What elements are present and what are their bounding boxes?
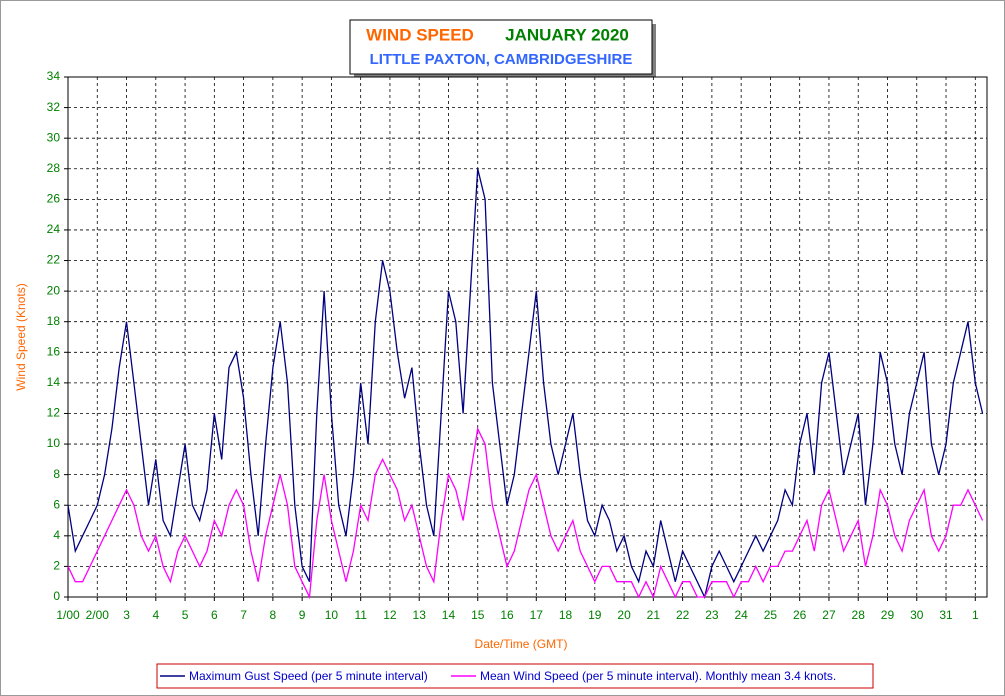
- x-tick-label: 26: [793, 608, 807, 622]
- x-tick-label: 12: [383, 608, 397, 622]
- x-axis-label: Date/Time (GMT): [475, 637, 568, 651]
- legend-label: Mean Wind Speed (per 5 minute interval).…: [480, 669, 836, 683]
- x-tick-label: 18: [559, 608, 573, 622]
- x-tick-label: 24: [734, 608, 748, 622]
- title-box: [349, 19, 653, 75]
- y-tick-label: 12: [47, 406, 61, 420]
- chart-title: WIND SPEED: [366, 25, 474, 44]
- x-tick-label: 2/00: [86, 608, 110, 622]
- x-tick-label: 31: [939, 608, 953, 622]
- x-tick-label: 30: [910, 608, 924, 622]
- y-tick-label: 0: [53, 589, 60, 603]
- y-tick-label: 16: [47, 344, 61, 358]
- y-tick-label: 22: [47, 253, 61, 267]
- x-tick-label: 9: [299, 608, 306, 622]
- x-tick-label: 25: [764, 608, 778, 622]
- x-tick-label: 8: [270, 608, 277, 622]
- x-tick-label: 1/00: [56, 608, 80, 622]
- plot-area: [67, 76, 988, 598]
- x-tick-label: 23: [705, 608, 719, 622]
- x-tick-label: 1: [972, 608, 979, 622]
- x-tick-label: 5: [182, 608, 189, 622]
- y-tick-label: 6: [53, 497, 60, 511]
- y-tick-label: 24: [47, 222, 61, 236]
- chart-period: JANUARY 2020: [505, 25, 629, 44]
- y-tick-label: 14: [47, 375, 61, 389]
- x-tick-label: 6: [211, 608, 218, 622]
- series-line: [67, 168, 984, 599]
- y-axis-label: Wind Speed (Knots): [14, 283, 28, 390]
- x-tick-label: 21: [647, 608, 661, 622]
- legend-label: Maximum Gust Speed (per 5 minute interva…: [189, 669, 428, 683]
- x-tick-label: 27: [822, 608, 836, 622]
- y-tick-label: 18: [47, 314, 61, 328]
- y-tick-label: 10: [47, 436, 61, 450]
- legend-box: [156, 663, 874, 689]
- y-tick-label: 28: [47, 161, 61, 175]
- chart-subtitle: LITTLE PAXTON, CAMBRIDGESHIRE: [370, 51, 633, 68]
- x-tick-label: 13: [413, 608, 427, 622]
- y-tick-label: 8: [53, 467, 60, 481]
- x-tick-label: 28: [852, 608, 866, 622]
- series-line: [67, 426, 984, 600]
- x-tick-label: 4: [152, 608, 159, 622]
- x-tick-label: 14: [442, 608, 456, 622]
- x-tick-label: 7: [240, 608, 247, 622]
- x-tick-label: 3: [123, 608, 130, 622]
- x-tick-label: 16: [500, 608, 514, 622]
- x-tick-label: 22: [676, 608, 690, 622]
- y-tick-label: 30: [47, 130, 61, 144]
- y-tick-label: 32: [47, 100, 61, 114]
- x-tick-label: 10: [325, 608, 339, 622]
- x-tick-label: 20: [617, 608, 631, 622]
- x-tick-label: 15: [471, 608, 485, 622]
- x-tick-label: 17: [530, 608, 544, 622]
- y-tick-label: 34: [47, 69, 61, 83]
- y-tick-label: 20: [47, 283, 61, 297]
- y-tick-label: 26: [47, 192, 61, 206]
- y-tick-label: 4: [53, 528, 60, 542]
- x-tick-label: 29: [881, 608, 895, 622]
- x-tick-label: 11: [354, 608, 367, 622]
- y-tick-label: 2: [53, 559, 60, 573]
- x-tick-label: 19: [588, 608, 602, 622]
